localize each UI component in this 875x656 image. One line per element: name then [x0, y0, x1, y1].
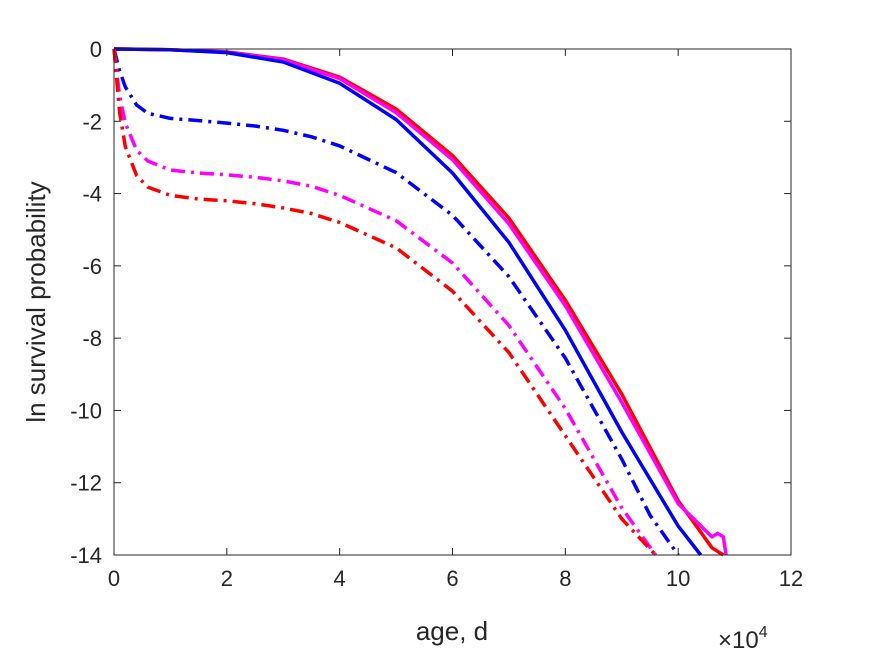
y-axis-label: ln survival probability — [21, 181, 51, 422]
series-line-3-solid — [113, 47, 703, 557]
x-tick-label: 12 — [779, 566, 803, 591]
y-tick-label: 0 — [90, 37, 102, 62]
y-tick-label: -12 — [70, 471, 102, 496]
x-tick-label: 4 — [334, 566, 346, 591]
y-tick-label: -8 — [82, 326, 102, 351]
y-tick-label: -14 — [70, 543, 102, 568]
x-tick-label: 0 — [108, 566, 120, 591]
x-tick-label: 6 — [446, 566, 458, 591]
y-tick-label: -6 — [82, 254, 102, 279]
y-tick-label: -2 — [82, 109, 102, 134]
series-line-4-dashdot — [112, 48, 680, 557]
x-tick-label: 2 — [221, 566, 233, 591]
series-line-5-dashdot — [112, 48, 658, 557]
x-multiplier-base: ×10 — [718, 627, 759, 654]
x-tick-label: 8 — [559, 566, 571, 591]
x-tick-label: 10 — [666, 566, 690, 591]
series-layer — [112, 47, 728, 557]
y-tick-label: -10 — [70, 398, 102, 423]
plot-background — [114, 49, 791, 555]
x-axis: 0 2 4 6 8 10 12 — [108, 49, 803, 591]
series-line-6-dashdot — [112, 48, 657, 557]
x-multiplier-exponent: 4 — [759, 624, 768, 641]
y-tick-label: -4 — [82, 182, 102, 207]
y-axis: 0 -2 -4 -6 -8 -10 -12 -14 — [70, 37, 791, 568]
x-axis-multiplier: ×104 — [718, 624, 768, 654]
x-axis-label: age, d — [416, 616, 488, 646]
